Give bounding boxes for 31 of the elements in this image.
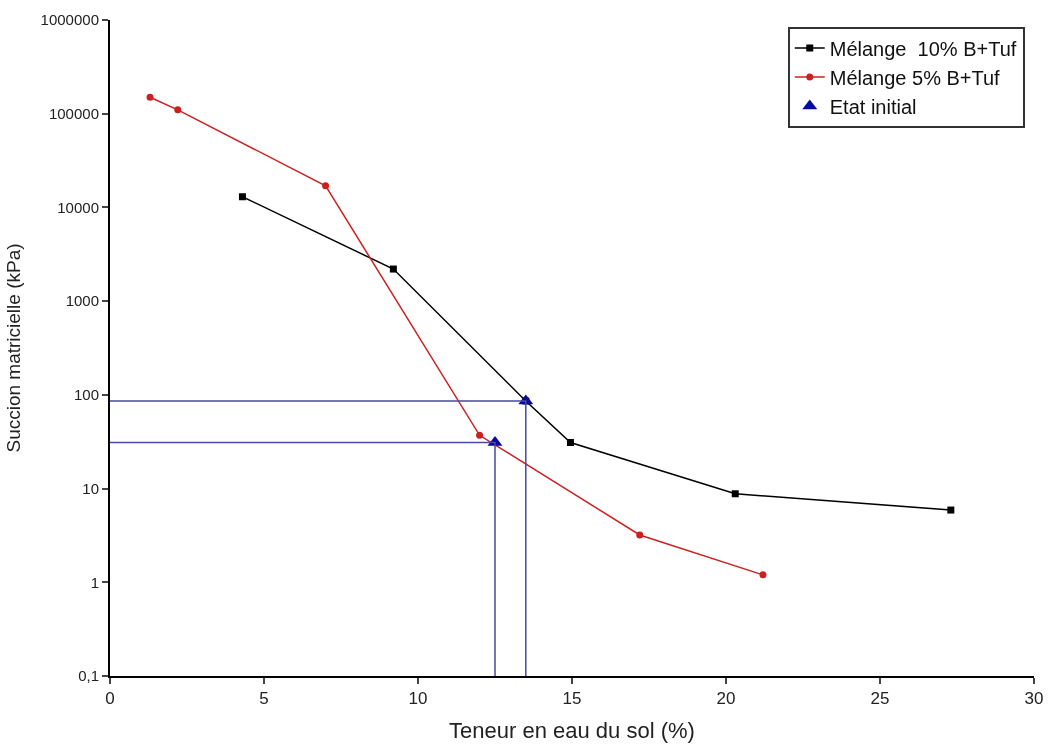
legend-label: Mélange 10% B+Tuf xyxy=(829,37,1017,60)
x-axis-title: Teneur en eau du sol (%) xyxy=(449,717,695,743)
point xyxy=(476,431,484,439)
y-tick-label: 100 xyxy=(73,386,99,404)
x-tick-label: 20 xyxy=(716,689,736,709)
point xyxy=(322,182,330,190)
point xyxy=(947,506,955,514)
y-tick-label: 10 xyxy=(82,479,99,497)
point xyxy=(731,490,739,498)
point xyxy=(566,439,574,447)
point xyxy=(636,531,644,539)
y-tick-label: 0,1 xyxy=(78,667,99,685)
point xyxy=(389,265,397,273)
x-tick-label: 15 xyxy=(562,689,582,709)
x-tick-label: 0 xyxy=(105,689,115,709)
x-tick-label: 30 xyxy=(1024,689,1044,709)
point xyxy=(238,193,246,201)
y-tick-label: 1000 xyxy=(65,292,99,310)
point xyxy=(146,93,154,101)
x-tick-label: 10 xyxy=(408,689,428,709)
y-axis-title: Succion matricielle (kPa) xyxy=(2,243,24,453)
legend-label: Mélange 5% B+Tuf xyxy=(829,66,1001,89)
y-tick-label: 1000000 xyxy=(40,11,99,29)
legend-label: Etat initial xyxy=(829,95,917,118)
x-tick-label: 25 xyxy=(870,689,890,709)
point xyxy=(174,106,182,114)
y-tick-label: 100000 xyxy=(48,104,99,122)
point xyxy=(759,571,767,579)
y-tick-label: 1 xyxy=(90,573,99,591)
y-tick-label: 10000 xyxy=(57,198,99,216)
x-tick-label: 5 xyxy=(259,689,269,709)
